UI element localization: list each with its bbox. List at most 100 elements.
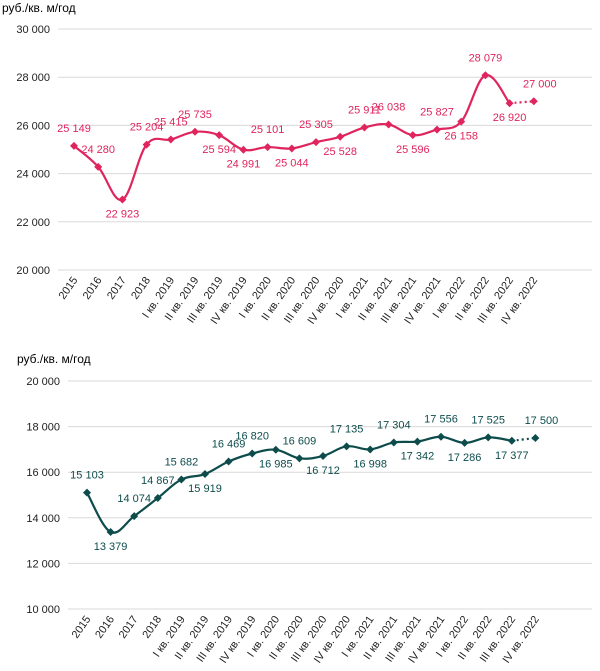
x-tick-label: 2015 <box>57 275 81 302</box>
data-point-marker <box>384 120 393 129</box>
chart2-rent-rate: 10 000 12 000 14 000 16 000 18 000 20 000 15 1… <box>26 376 592 666</box>
data-point-marker <box>389 438 398 447</box>
data-label: 25 415 <box>154 116 188 128</box>
data-point-marker <box>83 488 91 497</box>
y-tick-label: 20 000 <box>16 265 50 277</box>
x-tick-label: 2017 <box>105 275 129 302</box>
y-tick-label: 30 000 <box>16 24 50 36</box>
data-point-marker <box>118 195 127 204</box>
data-label: 17 377 <box>495 450 529 462</box>
data-point-marker <box>484 433 493 442</box>
data-point-marker <box>408 131 417 140</box>
data-label: 17 342 <box>401 451 435 463</box>
data-label: 25 204 <box>130 122 164 134</box>
data-label: 14 867 <box>141 475 175 487</box>
data-point-marker <box>360 123 369 132</box>
data-point-marker <box>319 451 327 460</box>
data-point-marker <box>433 125 441 134</box>
data-point-marker <box>481 71 490 80</box>
data-label: 15 103 <box>70 470 104 482</box>
data-point-marker <box>166 135 175 144</box>
data-label: 25 101 <box>251 124 285 136</box>
data-label: 16 609 <box>283 435 317 447</box>
y-tick-label: 14 000 <box>26 513 60 525</box>
data-point-marker <box>366 445 375 454</box>
data-label: 25 594 <box>202 144 236 156</box>
data-point-marker <box>70 141 78 150</box>
data-point-marker <box>239 145 248 154</box>
data-point-marker <box>460 438 469 447</box>
data-label: 17 500 <box>525 415 559 427</box>
data-point-marker <box>94 162 103 171</box>
y-tick-label: 24 000 <box>16 169 50 181</box>
data-point-marker <box>177 475 186 484</box>
data-point-marker <box>153 494 162 503</box>
data-label: 25 735 <box>178 109 212 121</box>
data-label: 14 074 <box>117 493 151 505</box>
data-label: 17 286 <box>448 452 482 464</box>
data-label: 28 079 <box>469 52 503 64</box>
y-tick-label: 16 000 <box>26 467 60 479</box>
data-point-marker <box>263 143 272 152</box>
data-point-marker <box>130 512 139 521</box>
data-label: 26 920 <box>493 112 527 124</box>
data-point-marker <box>224 457 233 466</box>
data-point-marker <box>531 434 540 442</box>
data-point-marker <box>248 449 257 458</box>
data-point-marker <box>413 437 422 446</box>
data-label: 16 712 <box>306 465 340 477</box>
data-label: 25 149 <box>57 123 91 135</box>
data-point-marker <box>529 97 538 106</box>
data-point-marker <box>457 117 466 126</box>
y-tick-label: 10 000 <box>26 604 60 616</box>
data-point-marker <box>505 99 514 108</box>
data-point-marker <box>507 436 516 445</box>
data-label: 25 528 <box>323 146 357 158</box>
x-tick-label: 2015 <box>70 614 94 641</box>
data-label: 13 379 <box>94 541 128 553</box>
data-point-marker <box>342 442 351 451</box>
x-tick-label: 2018 <box>129 275 153 302</box>
data-label: 15 919 <box>188 483 222 495</box>
y-tick-label: 22 000 <box>16 217 50 229</box>
y-tick-label: 12 000 <box>26 558 60 570</box>
data-label: 25 596 <box>396 144 430 156</box>
chart1-y-unit-label: руб./кв. м/год <box>2 1 76 15</box>
data-label: 16 820 <box>235 431 269 443</box>
data-label: 16 985 <box>259 459 293 471</box>
data-label: 25 305 <box>299 119 333 131</box>
data-label: 16 998 <box>353 458 387 470</box>
data-label: 17 556 <box>424 414 458 426</box>
data-label: 27 000 <box>523 78 557 90</box>
x-tick-label: 2018 <box>140 614 164 641</box>
data-label: 17 135 <box>330 423 364 435</box>
y-tick-label: 18 000 <box>26 422 60 434</box>
data-label: 26 038 <box>372 101 406 113</box>
y-tick-label: 26 000 <box>16 120 50 132</box>
data-point-marker <box>287 144 296 153</box>
data-label: 25 911 <box>348 105 381 117</box>
data-label: 17 525 <box>471 414 505 426</box>
data-point-marker <box>295 454 304 463</box>
x-tick-label: 2017 <box>117 614 141 641</box>
data-label: 25 827 <box>420 107 454 119</box>
x-tick-label: 2016 <box>81 275 105 302</box>
data-label: 17 304 <box>377 419 411 431</box>
data-label: 24 991 <box>227 159 261 171</box>
data-point-marker <box>312 138 320 147</box>
data-point-marker <box>142 140 151 149</box>
chart1-rent-rate: 20 000 22 000 24 000 26 000 28 000 30 000 25 1… <box>16 24 592 327</box>
data-point-marker <box>106 527 115 536</box>
data-label: 22 923 <box>106 209 140 221</box>
data-point-marker <box>336 132 345 141</box>
data-label: 16 469 <box>212 439 246 451</box>
data-point-marker <box>215 131 224 140</box>
data-point-marker <box>437 432 445 441</box>
data-point-marker <box>271 445 280 454</box>
y-tick-label: 20 000 <box>26 376 60 388</box>
data-label: 24 280 <box>81 144 115 156</box>
chart2-y-unit-label: руб./кв. м/год <box>17 352 91 366</box>
data-point-marker <box>201 470 209 479</box>
y-tick-label: 28 000 <box>16 72 50 84</box>
